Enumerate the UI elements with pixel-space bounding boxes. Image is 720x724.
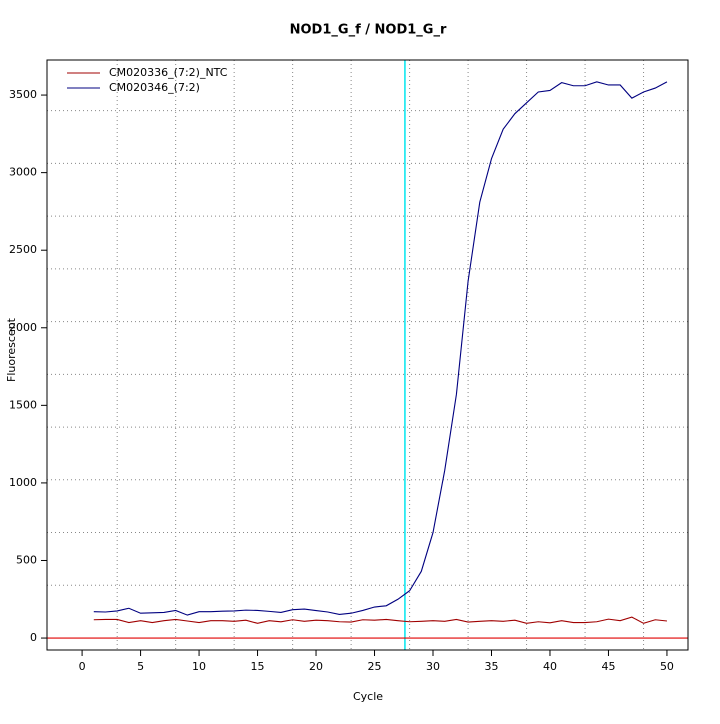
x-tick-label: 10 xyxy=(192,660,206,673)
legend-label: CM020336_(7:2)_NTC xyxy=(109,66,228,79)
y-tick-label: 3000 xyxy=(9,166,37,179)
y-tick-label: 1500 xyxy=(9,398,37,411)
y-axis-label: Fluorescent xyxy=(5,317,18,382)
x-tick-label: 25 xyxy=(368,660,382,673)
series-line xyxy=(93,616,668,624)
x-tick-label: 15 xyxy=(251,660,265,673)
x-axis-label: Cycle xyxy=(353,690,383,703)
y-tick-label: 0 xyxy=(30,631,37,644)
y-tick-label: 2000 xyxy=(9,321,37,334)
x-tick-label: 30 xyxy=(426,660,440,673)
x-tick-label: 5 xyxy=(137,660,144,673)
chart-title: NOD1_G_f / NOD1_G_r xyxy=(290,23,447,38)
series-line xyxy=(93,81,668,616)
y-tick-label: 3500 xyxy=(9,88,37,101)
y-tick-label: 2500 xyxy=(9,243,37,256)
x-tick-label: 35 xyxy=(484,660,498,673)
x-tick-label: 20 xyxy=(309,660,323,673)
y-tick-label: 500 xyxy=(16,553,37,566)
legend-label: CM020346_(7:2) xyxy=(109,81,200,94)
x-tick-label: 50 xyxy=(660,660,674,673)
y-tick-label: 1000 xyxy=(9,476,37,489)
x-tick-label: 40 xyxy=(543,660,557,673)
x-tick-label: 45 xyxy=(601,660,615,673)
plot-frame xyxy=(46,59,689,651)
x-tick-label: 0 xyxy=(79,660,86,673)
